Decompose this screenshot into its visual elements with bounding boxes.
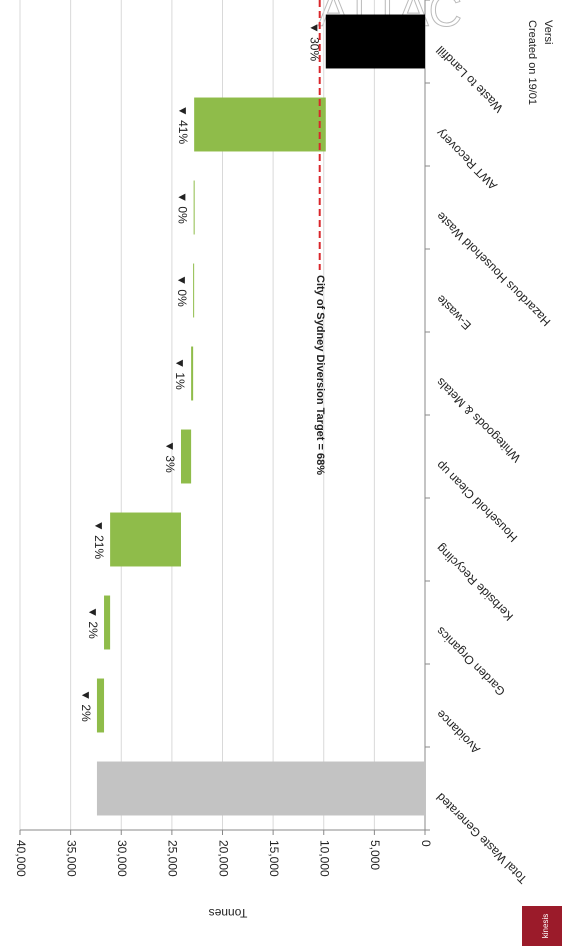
data-label: ▼ 0% xyxy=(175,191,189,224)
data-label: ▼ 2% xyxy=(79,689,93,722)
category-label: E-waste xyxy=(433,292,474,333)
x-tick-label: 5,000 xyxy=(368,840,382,870)
data-label: ▼ 2% xyxy=(86,606,100,639)
x-tick-label: 0 xyxy=(419,840,433,847)
bar xyxy=(194,97,326,152)
x-tick-label: 20,000 xyxy=(216,840,230,877)
bar xyxy=(104,595,111,650)
data-label: ▼ 3% xyxy=(163,440,177,473)
x-tick-label: 25,000 xyxy=(166,840,180,877)
bar xyxy=(96,761,425,816)
bar xyxy=(193,263,195,318)
data-label: ▼ 0% xyxy=(175,274,189,307)
category-label: Garden Organics xyxy=(433,624,508,699)
bar xyxy=(180,429,192,484)
bar xyxy=(191,346,194,401)
category-label: Whitegoods & Metals xyxy=(433,375,523,465)
category-label: Waste to Landfill xyxy=(433,43,505,115)
data-label: ▼ 1% xyxy=(173,357,187,390)
bar xyxy=(325,14,425,69)
logo-box xyxy=(522,906,562,946)
category-label: Total Waste Generated xyxy=(433,790,529,886)
logo: kinesis xyxy=(541,914,550,938)
x-tick-label: 35,000 xyxy=(64,840,78,877)
data-label: ▼ 30% xyxy=(308,22,322,62)
x-tick-label: 10,000 xyxy=(318,840,332,877)
category-label: Avoidance xyxy=(433,707,483,757)
category-label: Kerbside Recycling xyxy=(433,541,516,624)
category-label: AWT Recovery xyxy=(433,126,499,192)
x-tick-label: 30,000 xyxy=(115,840,129,877)
axis-title: Tonnes xyxy=(209,906,248,920)
target-label: City of Sydney Diversion Target = 68% xyxy=(314,275,326,475)
created-note: Created on 19/01 xyxy=(526,20,538,105)
bar xyxy=(110,512,181,567)
x-tick-label: 15,000 xyxy=(267,840,281,877)
x-tick-label: 40,000 xyxy=(14,840,28,877)
version-note: Versi xyxy=(542,20,554,44)
bar xyxy=(96,678,105,733)
bar xyxy=(193,180,195,235)
category-label: Household Clean up xyxy=(433,458,520,545)
data-label: ▼ 41% xyxy=(176,105,190,145)
data-label: ▼ 21% xyxy=(92,520,106,560)
